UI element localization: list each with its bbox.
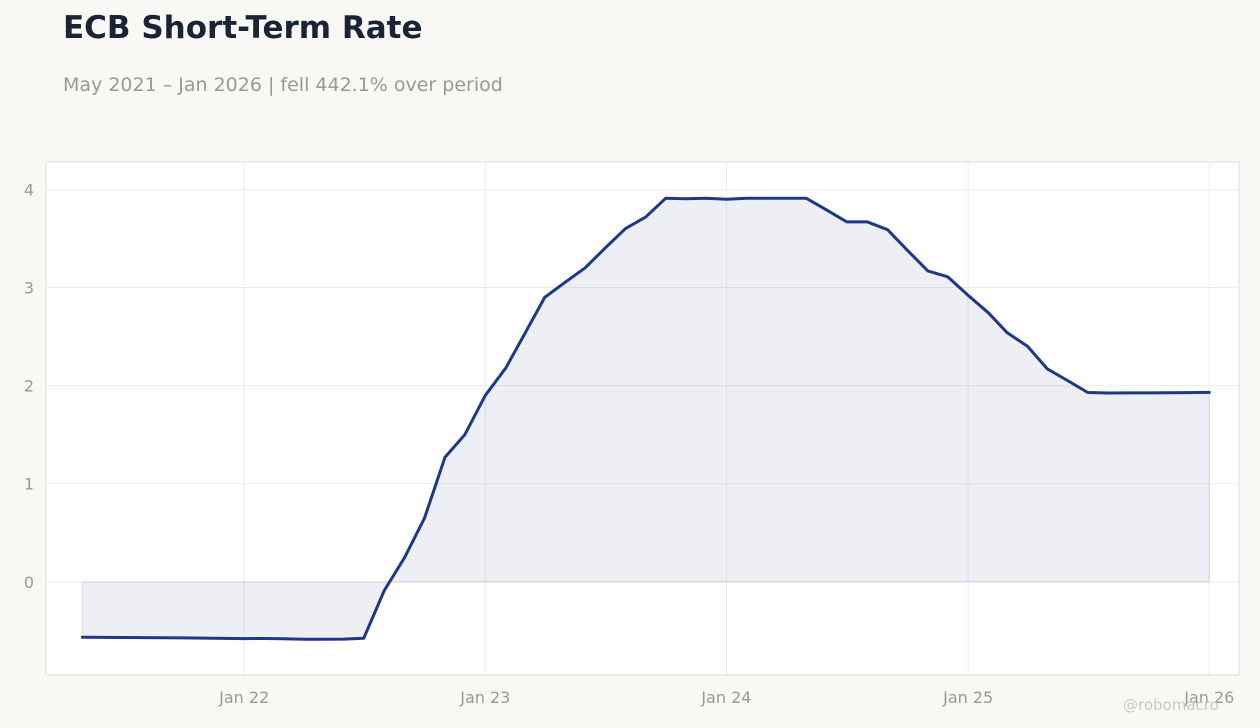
x-tick-label: Jan 26 — [1183, 688, 1234, 707]
y-tick-label: 4 — [24, 180, 34, 199]
watermark-text: @robomacro — [1123, 696, 1219, 714]
x-tick-label: Jan 23 — [459, 688, 510, 707]
y-tick-label: 0 — [24, 573, 34, 592]
x-tick-label: Jan 22 — [218, 688, 269, 707]
x-tick-label: Jan 24 — [700, 688, 751, 707]
y-tick-label: 3 — [24, 279, 34, 298]
series-line — [80, 196, 1211, 641]
y-tick-label: 2 — [24, 377, 34, 396]
plot-area — [45, 161, 1240, 676]
y-tick-label: 1 — [24, 475, 34, 494]
chart-title: ECB Short-Term Rate — [63, 10, 423, 46]
x-tick-label: Jan 25 — [942, 688, 993, 707]
chart-subtitle: May 2021 – Jan 2026 | fell 442.1% over p… — [63, 74, 503, 96]
